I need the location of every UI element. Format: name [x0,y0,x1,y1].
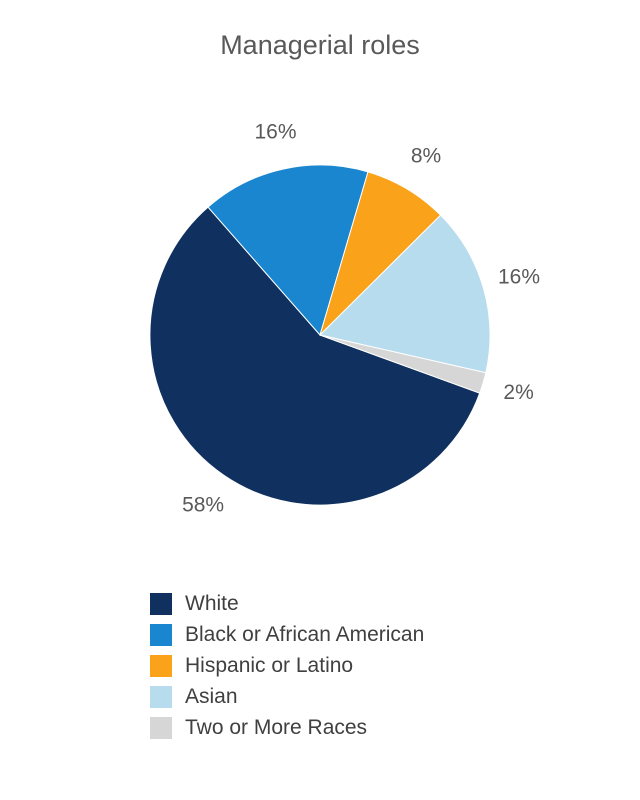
legend-item-white: White [150,592,424,616]
slice-label-black-or-african-american: 16% [254,120,296,143]
legend-label-white: White [185,592,239,615]
legend: White Black or African American Hispanic o… [150,592,424,740]
legend-swatch-asian [150,686,172,708]
pie-slice-asian [319,214,491,374]
legend-label-black-or-african-american: Black or African American [185,623,425,646]
legend-swatch-two-or-more-races [150,717,172,739]
chart-title: Managerial roles [220,30,420,60]
legend-item-asian: Asian [150,685,424,709]
legend-swatch-white [150,593,172,615]
pie-slice-two-or-more-races [319,334,487,394]
slice-label-asian: 16% [498,265,540,288]
legend-item-hispanic-or-latino: Hispanic or Latino [150,654,424,678]
legend-swatch-hispanic-or-latino [150,655,172,677]
legend-item-black-or-african-american: Black or African American [150,623,424,647]
legend-label-asian: Asian [185,685,238,708]
pie-slice-black-or-african-american [207,164,369,337]
legend-label-two-or-more-races: Two or More Races [185,716,368,739]
slice-label-two-or-more-races: 2% [503,381,533,404]
slice-label-white: 58% [182,493,224,516]
legend-label-hispanic-or-latino: Hispanic or Latino [185,654,354,677]
pie-slice-white [149,206,481,506]
legend-swatch-black-or-african-american [150,624,172,646]
legend-item-two-or-more-races: Two or More Races [150,716,424,740]
slice-label-hispanic-or-latino: 8% [411,145,441,168]
